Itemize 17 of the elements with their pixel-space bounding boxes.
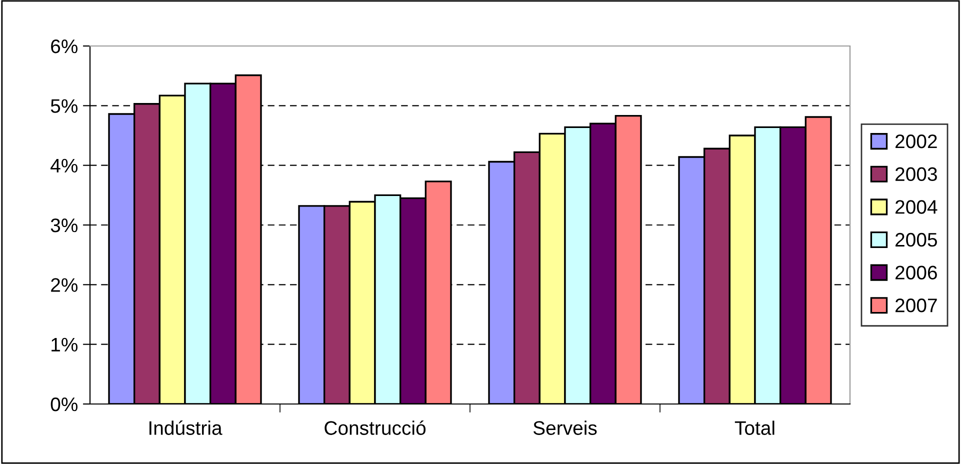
y-tick-label: 5% [50,99,78,113]
y-tick-label: 2% [51,278,78,292]
x-tick-label: Total [734,420,774,435]
y-tick-label: 3% [50,218,78,232]
legend-label: 2005 [896,232,937,247]
y-tick-label: 4% [50,158,78,172]
legend-label: 2007 [896,298,937,312]
x-tick-label: Indústria [150,420,222,435]
legend-label: 2004 [896,200,938,214]
y-tick-label: 6% [51,39,78,54]
y-tick-label: 0% [50,397,78,412]
legend-label: 2003 [896,167,937,182]
x-tick-label: Serveis [533,420,597,435]
y-tick-label: 1% [52,338,78,352]
legend-label: 2006 [896,266,937,280]
legend-label: 2002 [896,134,937,148]
x-tick-label: Construcció [324,420,426,435]
